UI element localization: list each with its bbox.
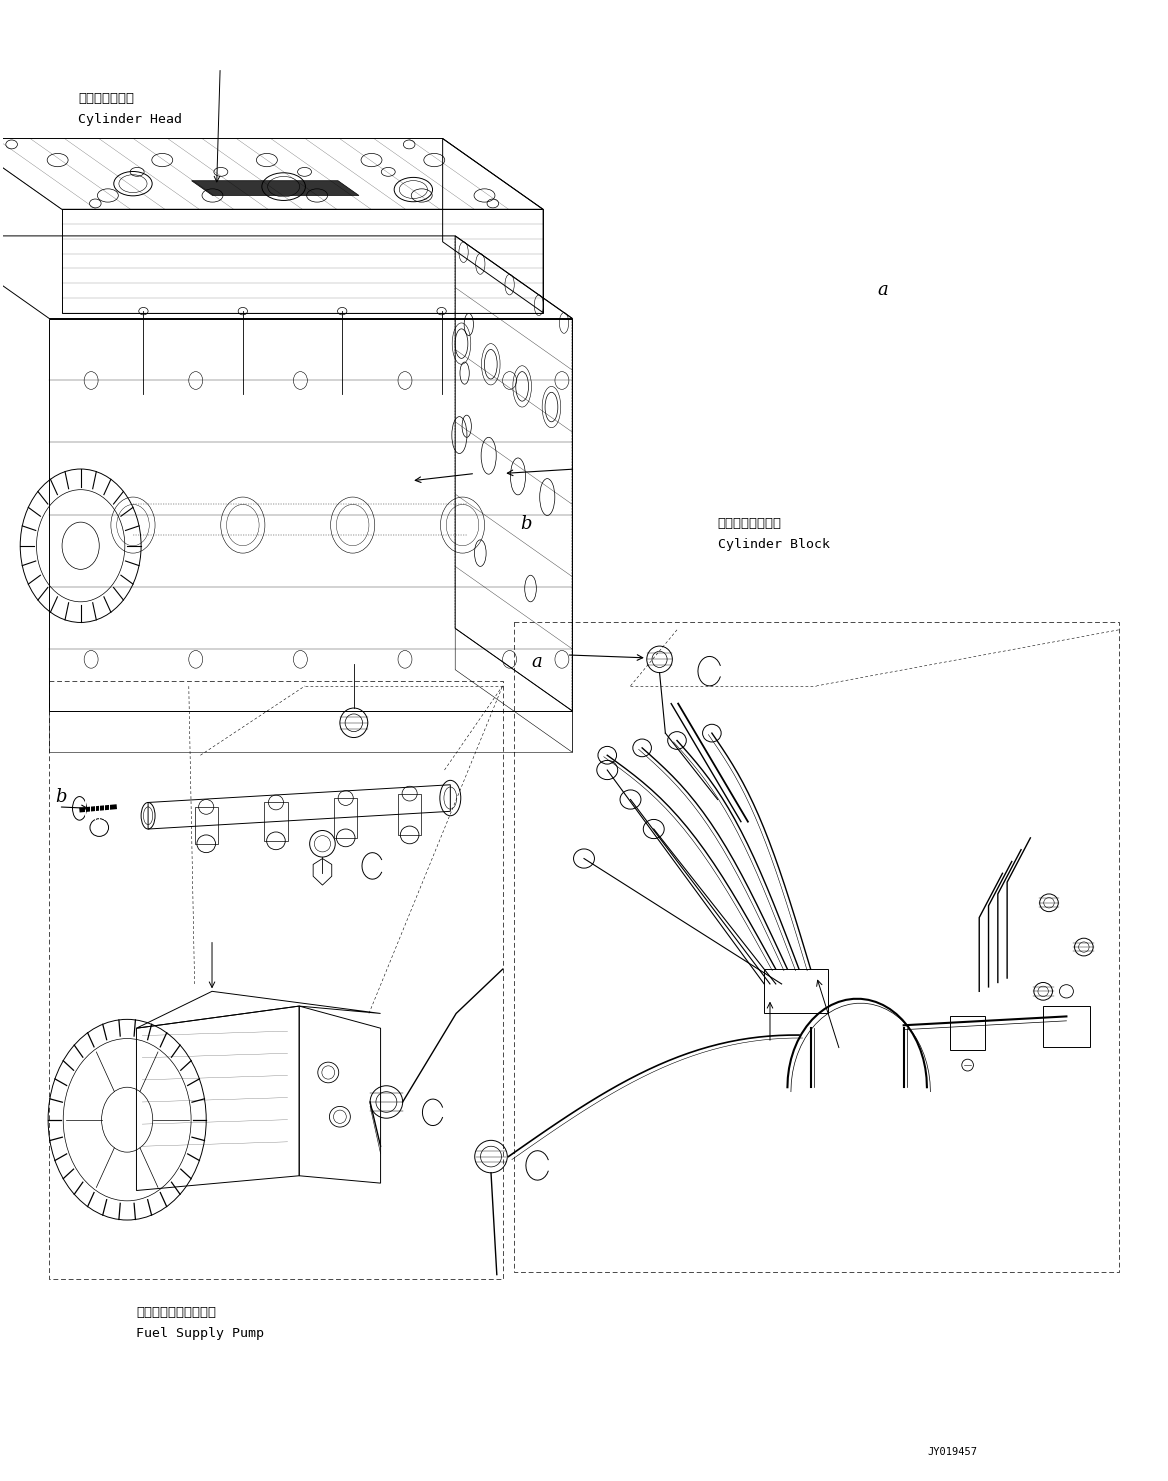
Text: JY019457: JY019457 xyxy=(927,1447,976,1457)
Text: b: b xyxy=(520,514,531,533)
Text: Cylinder Block: Cylinder Block xyxy=(717,538,829,551)
Text: b: b xyxy=(55,788,67,806)
Text: Cylinder Head: Cylinder Head xyxy=(78,113,182,126)
Polygon shape xyxy=(192,181,359,195)
Text: a: a xyxy=(531,653,542,671)
Text: フェルサプライポンプ: フェルサプライポンプ xyxy=(137,1306,216,1320)
Text: Fuel Supply Pump: Fuel Supply Pump xyxy=(137,1327,264,1340)
Text: シリンダヘッド: シリンダヘッド xyxy=(78,92,134,105)
Text: a: a xyxy=(877,281,888,299)
Text: シリンダブロック: シリンダブロック xyxy=(717,517,781,530)
